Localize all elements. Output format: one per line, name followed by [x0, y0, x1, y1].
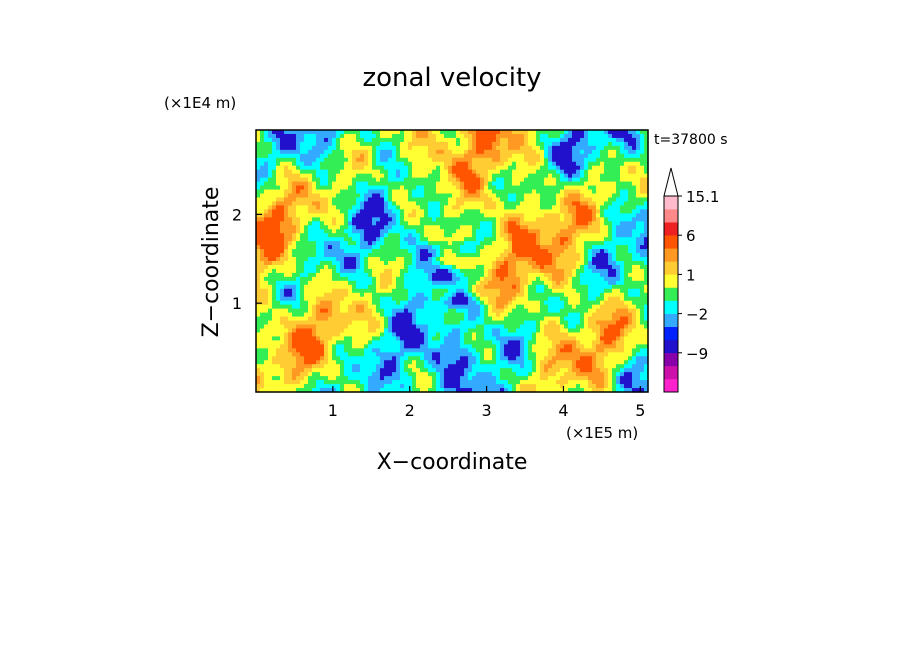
colorbar-swatch [664, 222, 678, 236]
y-axis: 12 [232, 205, 262, 313]
colorbar-swatch [664, 287, 678, 301]
colorbar: 15.1 6 1 −2 −9 [663, 167, 719, 393]
x-tick-label: 5 [635, 401, 645, 420]
colorbar-swatch [664, 378, 678, 393]
colorbar-label: 6 [686, 227, 696, 245]
time-label: t=37800 s [654, 132, 728, 148]
plot-frame [255, 129, 649, 393]
x-axis-label: X−coordinate [377, 450, 528, 475]
y-scale-label: (×1E4 m) [164, 94, 236, 112]
x-tick-label: 1 [328, 401, 338, 420]
y-tick-label: 2 [232, 205, 242, 224]
colorbar-label: 1 [686, 266, 696, 284]
colorbar-swatch [664, 209, 678, 223]
x-tick-label: 4 [558, 401, 568, 420]
x-tick-label: 3 [481, 401, 491, 420]
colorbar-label: −9 [686, 345, 708, 363]
y-tick-label: 1 [232, 294, 242, 313]
chart-title: zonal velocity [362, 63, 541, 93]
colorbar-label: 15.1 [686, 188, 719, 206]
colorbar-swatch [664, 365, 678, 380]
colorbar-swatch [664, 274, 678, 288]
velocity-field [256, 130, 649, 393]
x-scale-label: (×1E5 m) [566, 424, 638, 442]
colorbar-swatch [664, 235, 678, 249]
colorbar-swatch [664, 313, 678, 327]
colorbar-swatch [664, 352, 678, 367]
x-tick-label: 2 [405, 401, 415, 420]
colorbar-extend-arrow [663, 167, 679, 197]
colorbar-label: −2 [686, 306, 708, 324]
x-axis: 1 2 3 4 5 [328, 386, 645, 420]
y-axis-label: Z−coordinate [199, 187, 224, 338]
colorbar-swatch [664, 326, 678, 341]
colorbar-swatch [664, 261, 678, 275]
colorbar-frame [663, 195, 679, 393]
colorbar-swatch [664, 196, 678, 210]
colorbar-swatch [664, 339, 678, 354]
colorbar-swatch [664, 300, 678, 314]
colorbar-swatch [664, 248, 678, 262]
